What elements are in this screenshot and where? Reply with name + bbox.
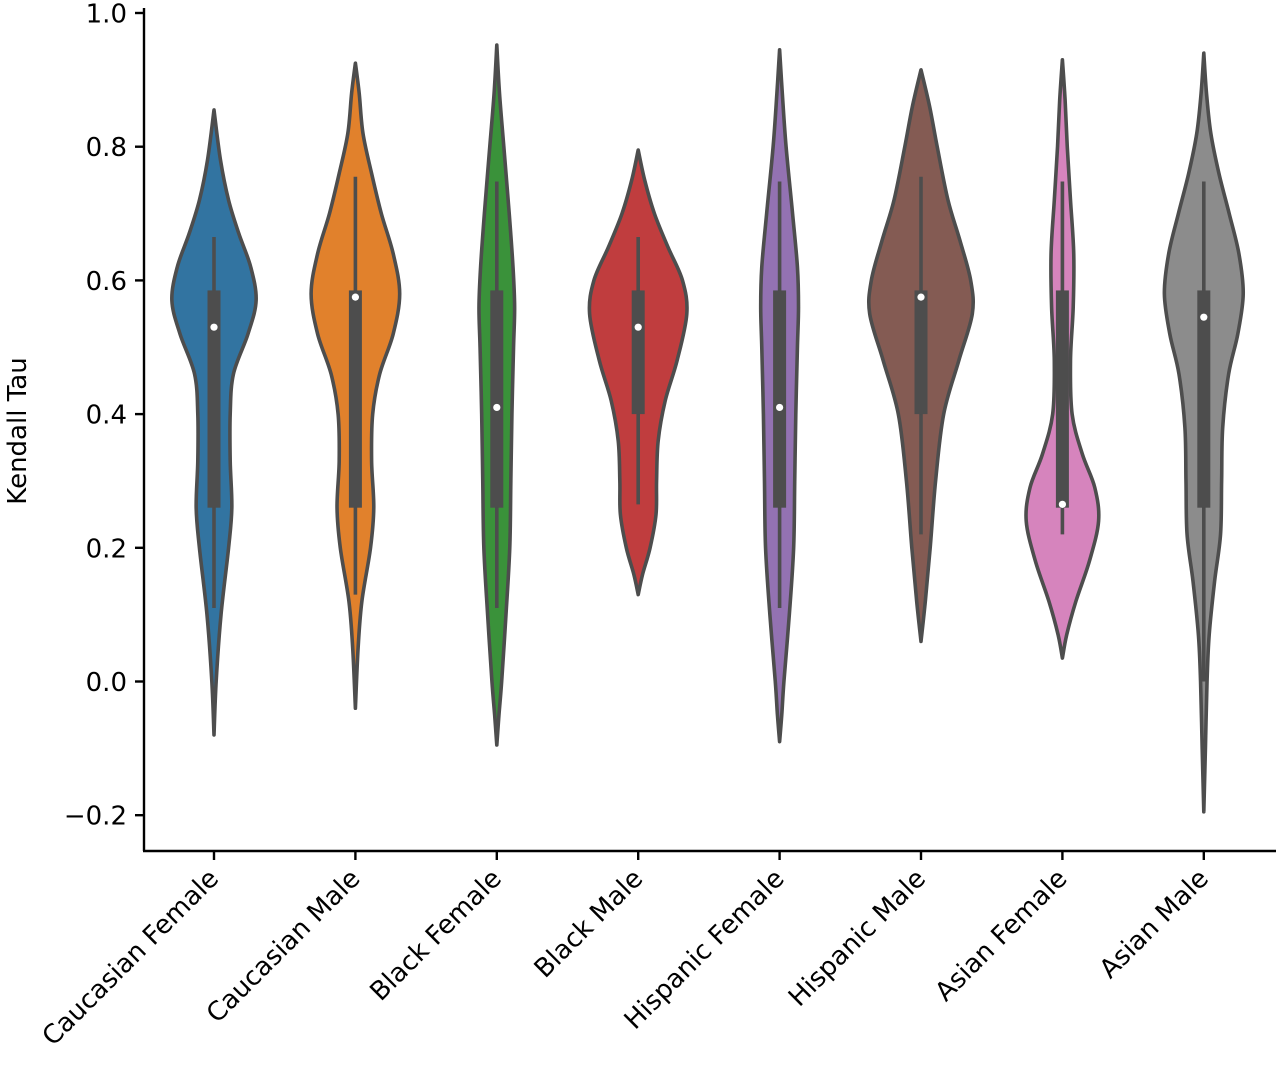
x-tick-label-black-female: Black Female — [364, 864, 507, 1007]
violin-iqr-box — [631, 290, 645, 415]
violin-asian-female — [1024, 57, 1101, 660]
x-tick-label-caucasian-female: Caucasian Female — [37, 864, 225, 1052]
violin-iqr-box — [773, 290, 787, 508]
violin-iqr-box — [490, 290, 504, 508]
violin-iqr-box — [914, 290, 928, 415]
axes-layer — [142, 8, 1276, 853]
y-tick-label: 1.0 — [86, 0, 127, 30]
x-tick-label-black-male: Black Male — [529, 864, 649, 984]
violin-median-dot — [634, 323, 642, 331]
y-tick-label: 0.0 — [86, 668, 127, 698]
y-tick-label: 0.6 — [86, 267, 127, 297]
violin-caucasian-male — [309, 61, 402, 711]
x-tick-label-hispanic-male: Hispanic Male — [783, 864, 932, 1013]
y-tick-label: 0.8 — [86, 133, 127, 163]
y-tick-label: 0.4 — [86, 401, 127, 431]
violin-median-dot — [1058, 500, 1066, 508]
y-ticks: −0.2 0.0 0.2 0.4 0.6 0.8 1.0 — [64, 0, 144, 832]
x-tick-label-asian-male: Asian Male — [1094, 864, 1215, 985]
violin-caucasian-female — [170, 108, 258, 737]
violins-layer — [170, 43, 1246, 814]
violin-iqr-box — [1197, 290, 1211, 508]
violin-median-dot — [917, 293, 925, 301]
y-axis-title: Kendall Tau — [3, 357, 33, 504]
x-tick-label-asian-female: Asian Female — [930, 864, 1074, 1008]
violin-iqr-box — [1055, 290, 1069, 508]
violin-median-dot — [1200, 313, 1208, 321]
violin-hispanic-male — [866, 68, 976, 644]
y-tick-label: −0.2 — [64, 802, 127, 832]
violin-iqr-box — [348, 290, 362, 508]
violin-hispanic-female — [758, 47, 801, 744]
violin-median-dot — [776, 403, 784, 412]
violin-black-male — [587, 148, 689, 597]
violin-asian-male — [1162, 51, 1246, 814]
y-tick-label: 0.2 — [86, 534, 127, 564]
violin-median-dot — [351, 293, 359, 301]
violin-black-female — [477, 43, 517, 747]
violin-median-dot — [210, 323, 218, 331]
x-tick-label-caucasian-male: Caucasian Male — [201, 864, 366, 1029]
violin-iqr-box — [207, 290, 221, 508]
violin-median-dot — [493, 403, 501, 412]
